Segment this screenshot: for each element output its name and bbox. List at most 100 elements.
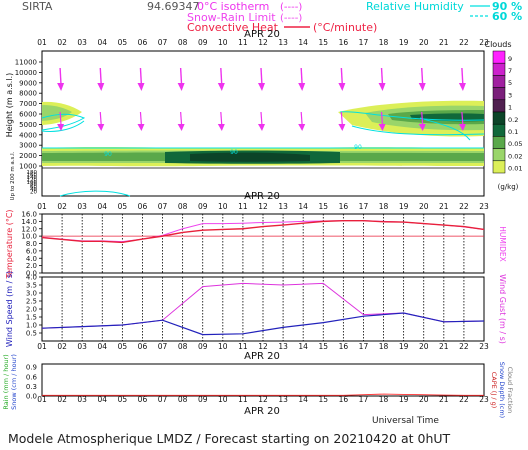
bottom-hour-label: 05: [118, 395, 128, 404]
cloud-ytick-label: 3000: [19, 142, 37, 150]
mid1-hour-label: 10: [218, 202, 228, 211]
rh-contour-label: 90: [230, 149, 238, 156]
rh-contour: [41, 113, 86, 131]
wind-ytick-label: 3.5: [26, 282, 37, 290]
bottom-hour-label: 12: [258, 395, 268, 404]
rh-contour: [59, 190, 131, 197]
wind-ytick-label: 1.5: [26, 314, 37, 322]
legend-isotherm-dash: (----): [280, 2, 302, 13]
top-hour-label: 06: [138, 38, 148, 47]
colorbar-tick: 0.2: [508, 116, 518, 124]
mid1-hour-label: 05: [118, 202, 128, 211]
top-hour-label: 13: [278, 38, 288, 47]
cloud-area: [42, 105, 72, 121]
snow-depth-ylabel: Snow Depth (cm): [498, 362, 506, 418]
cloud-ytick-label: 4000: [19, 131, 37, 139]
mid2-hour-label: 09: [198, 342, 208, 351]
wind-arrow-mid: [260, 111, 263, 127]
wind-arrow-mid: [99, 111, 102, 127]
bottom-hour-label: 17: [359, 395, 369, 404]
mid1-hour-label: 09: [198, 202, 208, 211]
date-label-mid1: APR 20: [244, 191, 280, 202]
bottom-hour-label: 11: [238, 395, 248, 404]
mid1-hour-label: 16: [339, 202, 349, 211]
mid1-hour-label: 23: [479, 202, 489, 211]
date-label-top: APR 20: [244, 29, 280, 40]
bottom-hour-label: 16: [339, 395, 349, 404]
colorbar-segment: [492, 123, 506, 137]
mid2-hour-label: 05: [118, 342, 128, 351]
wind-ytick-label: 0.5: [26, 330, 37, 338]
bottom-hour-label: 01: [37, 395, 47, 404]
colorbar-tick: 3: [508, 91, 512, 99]
mid2-hour-label: 17: [359, 342, 369, 351]
colorbar-segment: [492, 160, 506, 174]
temp-ylabel: Temperature (°C): [5, 209, 14, 279]
colorbar-segment: [492, 148, 506, 162]
top-hour-label: 07: [158, 38, 168, 47]
cloud-ytick-label: 8000: [19, 90, 37, 98]
wind-arrow-mid: [300, 111, 303, 127]
top-hour-label: 04: [97, 38, 107, 47]
cloud-ytick-low-label: 40: [30, 187, 37, 193]
mid1-hour-label: 03: [77, 202, 87, 211]
mid1-hour-label: 22: [459, 202, 469, 211]
top-hour-label: 10: [218, 38, 228, 47]
rain-ylabel: Rain (mm / hour): [2, 354, 10, 409]
wind-arrow-mid: [220, 111, 223, 127]
colorbar-segment: [492, 62, 506, 76]
cloud-area: [190, 152, 310, 162]
top-hour-label: 22: [459, 38, 469, 47]
temp-ytick-label: 6.0: [26, 247, 37, 255]
colorbar-segment: [492, 50, 506, 64]
wind-arrowhead-mid: [217, 124, 225, 131]
bottom-hour-label: 21: [439, 395, 449, 404]
cloud-ytick-low-label: 140: [27, 175, 38, 181]
hour-axes: 01 02 03 04 05 06 07 08 09 10 11 12 13 14 15 16 17 18 19 20…: [37, 29, 489, 417]
cloud-ytick-label: 2000: [19, 152, 37, 160]
mid1-hour-label: 17: [359, 202, 369, 211]
cloud-ylabel: Height (m a.s.l.): [5, 73, 14, 138]
mid1-hour-label: 11: [238, 202, 248, 211]
colorbar-title: Clouds: [484, 40, 511, 49]
wind-arrow-mid: [461, 111, 464, 127]
mid1-hour-label: 14: [298, 202, 308, 211]
bottom-hour-label: 14: [298, 395, 308, 404]
gust-ylabel: Wind Gust (m / s): [498, 274, 507, 344]
top-hour-label: 02: [57, 38, 67, 47]
wind-arrowhead-mid: [378, 124, 386, 131]
wind-arrowhead-upper: [97, 83, 105, 91]
top-hour-label: 21: [439, 38, 449, 47]
temp-ytick-label: 8.0: [26, 240, 37, 248]
rh-contour-label: 90: [104, 151, 112, 158]
mid1-hour-label: 19: [399, 202, 409, 211]
wind-ytick-label: 4.0: [26, 274, 37, 282]
wind-ytick-label: 1.0: [26, 322, 37, 330]
colorbar-segment: [492, 136, 506, 149]
temp-ytick-label: 2.0: [26, 262, 37, 270]
colorbar-tick: 0.1: [508, 128, 518, 136]
legend-snow-dash: (----): [280, 13, 302, 24]
mid1-hour-label: 01: [37, 202, 47, 211]
bottom-hour-label: 09: [198, 395, 208, 404]
wind-arrow-mid: [139, 111, 143, 127]
temp-ytick-label: 16.0: [21, 211, 37, 219]
bottom-hour-label: 06: [138, 395, 148, 404]
colorbar-tick: 0.01: [508, 165, 522, 173]
cloud-panel: 1100010000900080007000600050004000300020…: [5, 40, 522, 200]
wind-arrow-mid: [340, 111, 343, 127]
cloud-ytick-low-label: 20: [30, 190, 37, 196]
top-hour-label: 23: [479, 38, 489, 47]
cloud-ytick-label: 10000: [15, 69, 37, 77]
bottom-hour-label: 20: [419, 395, 429, 404]
legend-isotherm: 0°C isotherm: [197, 0, 269, 13]
mid2-hour-label: 13: [278, 342, 288, 351]
temperature-line: [41, 219, 485, 244]
mid2-hour-label: 11: [238, 342, 248, 351]
wind-arrowhead-upper: [177, 83, 185, 91]
rain-frame: [41, 363, 485, 397]
rh-contour: [419, 117, 471, 141]
wind-arrowhead-mid: [137, 124, 145, 131]
rain-line: [42, 393, 484, 396]
footer-caption: Modele Atmospherique LMDZ / Forecast sta…: [8, 431, 451, 446]
